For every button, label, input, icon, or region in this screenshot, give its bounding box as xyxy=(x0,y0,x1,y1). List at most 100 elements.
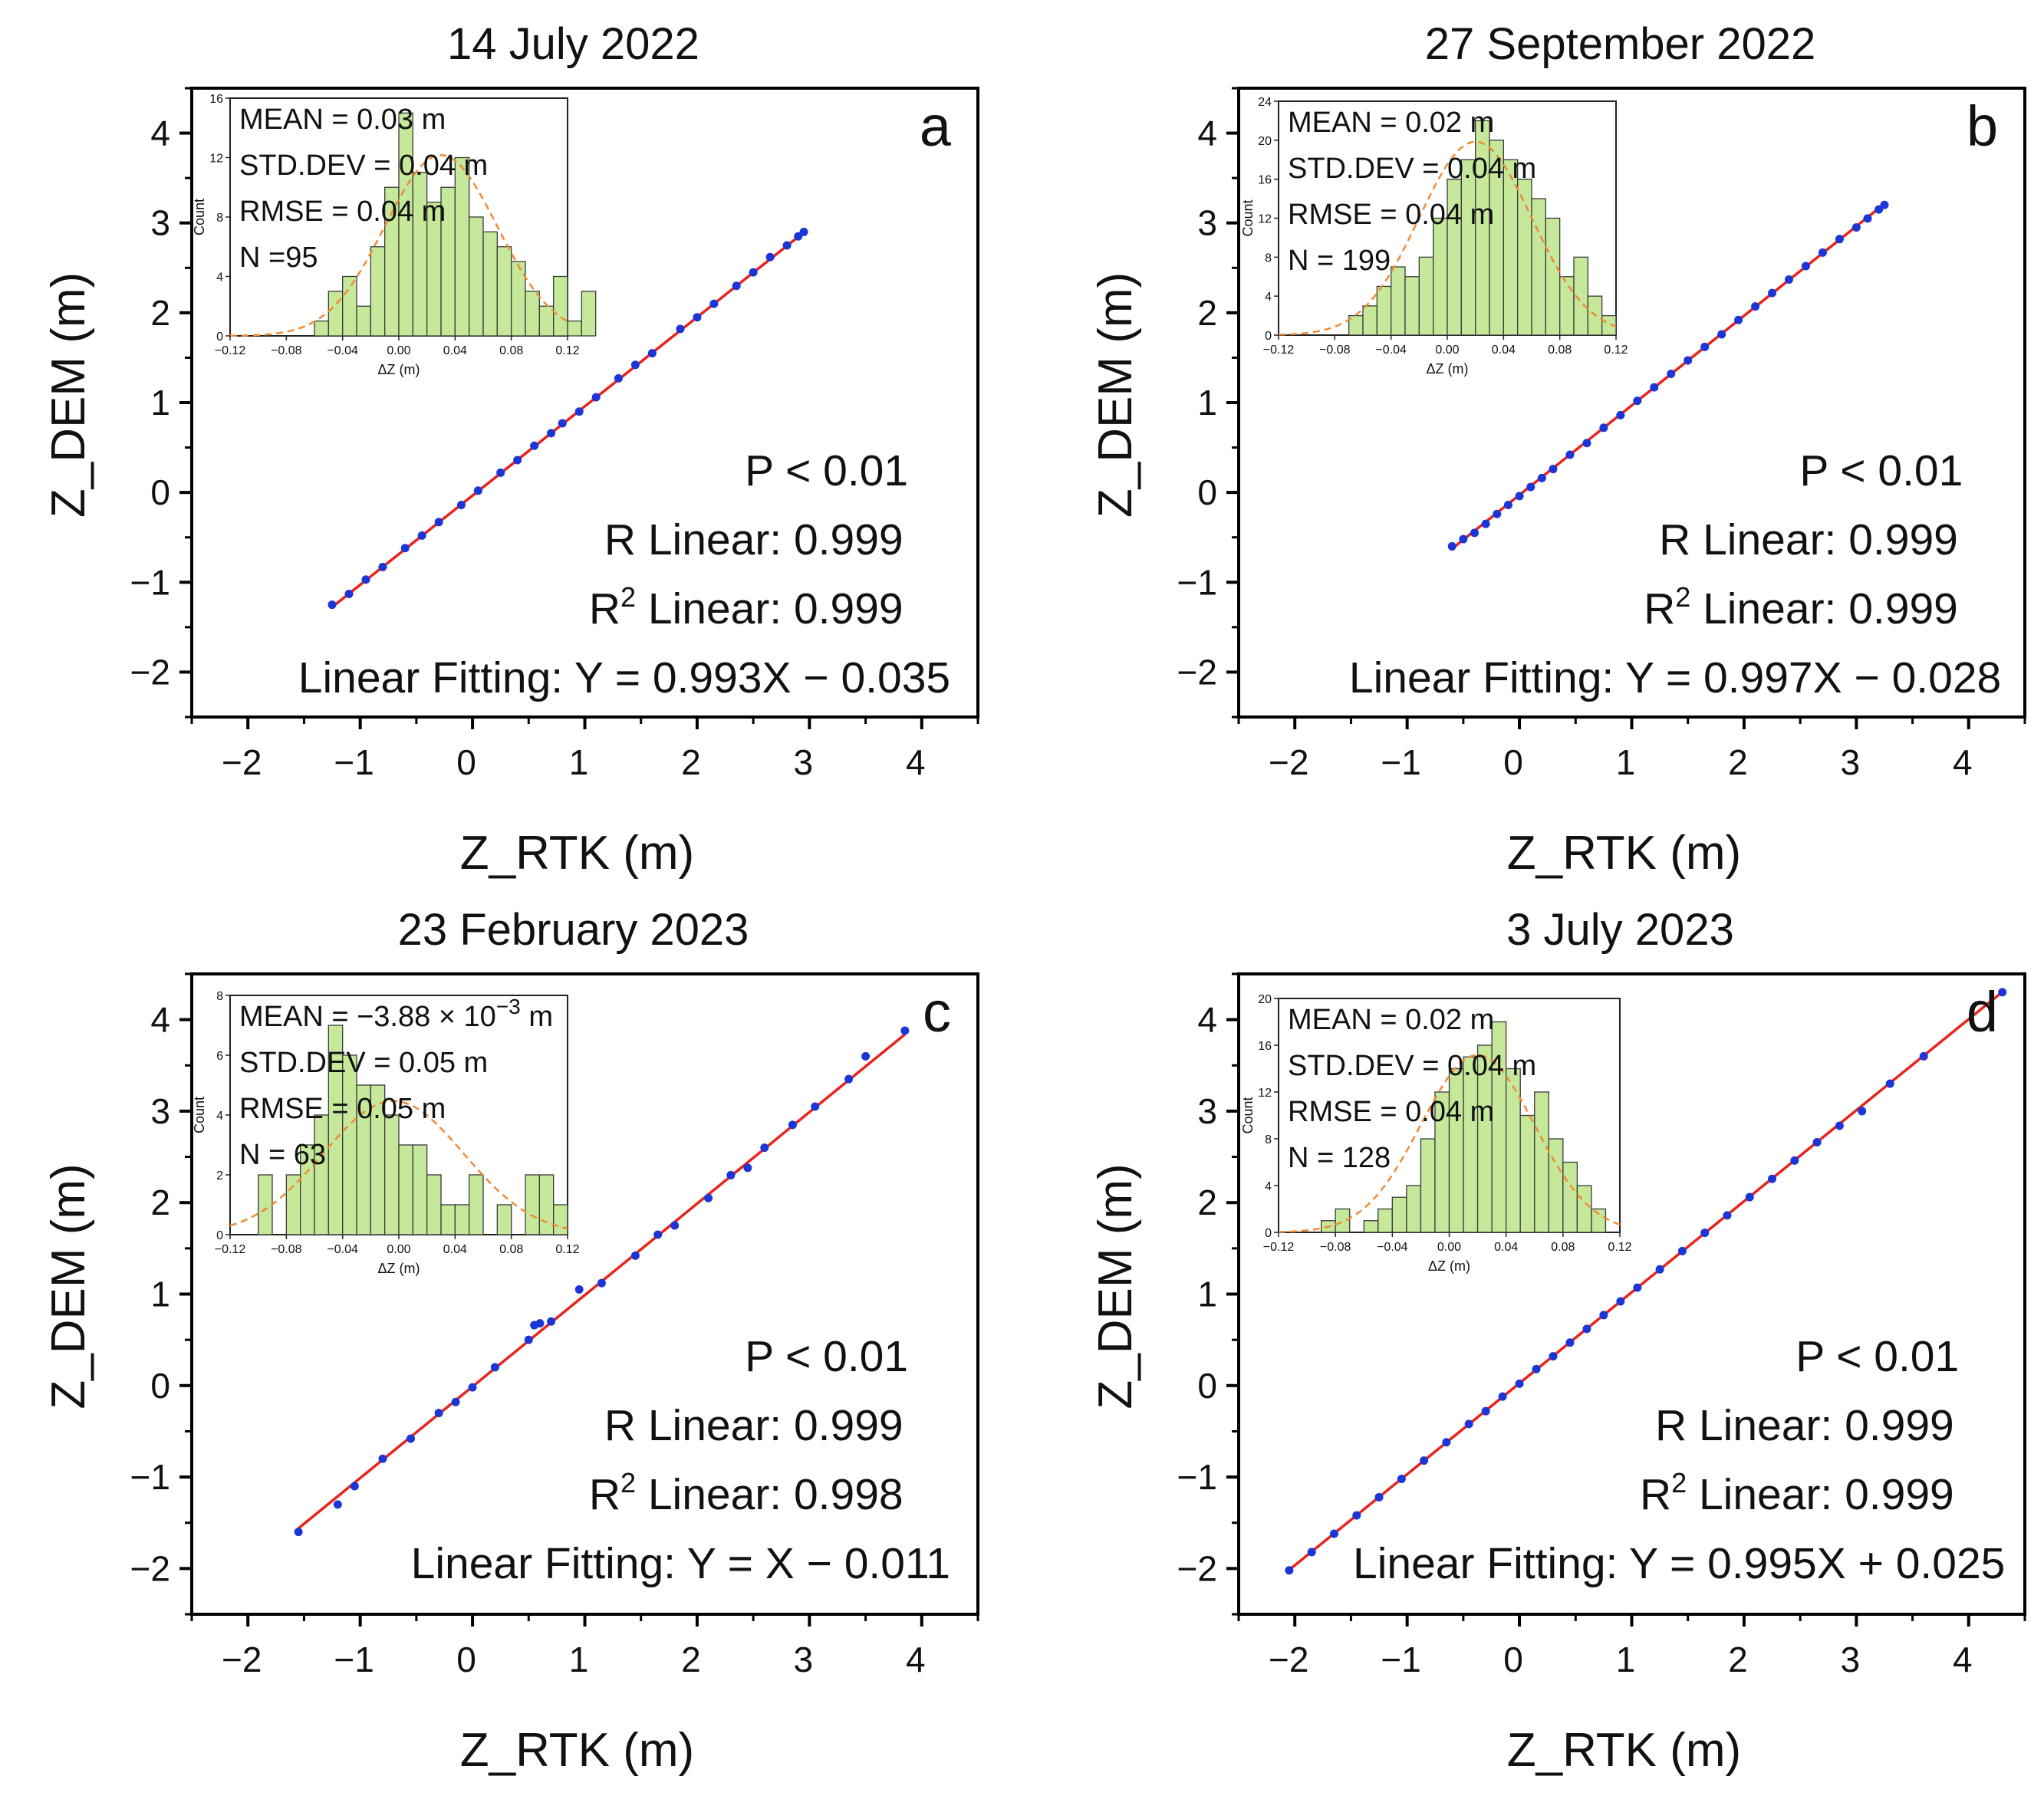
inset-stat-line: STD.DEV = 0.04 m xyxy=(1288,1050,1536,1082)
linear-fit-text: Linear Fitting: Y = 0.995X + 0.025 xyxy=(1353,1539,2005,1588)
data-point xyxy=(468,1383,477,1392)
data-point xyxy=(547,1317,556,1326)
panel-letter: a xyxy=(920,94,952,158)
x-tick-label: 2 xyxy=(1728,742,1748,782)
x-tick-label: 2 xyxy=(681,1640,701,1679)
data-point xyxy=(591,393,601,402)
x-tick-label: 2 xyxy=(681,742,701,782)
y-tick-label: −2 xyxy=(1177,652,1217,692)
inset-stat-line: MEAN = 0.02 m xyxy=(1288,1004,1494,1036)
data-point xyxy=(1537,473,1546,482)
y-tick-label: −2 xyxy=(130,1548,170,1588)
data-point xyxy=(1374,1492,1384,1502)
r2-linear-text: R2 Linear: 0.999 xyxy=(589,581,904,633)
inset-x-tick-label: −0.04 xyxy=(327,344,358,357)
data-point xyxy=(1481,1406,1490,1416)
data-point xyxy=(333,1500,342,1509)
histogram-bar xyxy=(482,231,498,337)
histogram-bar xyxy=(1362,305,1377,336)
y-tick-label: 2 xyxy=(150,1183,170,1222)
linear-fit-text: Linear Fitting: Y = 0.993X − 0.035 xyxy=(298,653,950,702)
histogram-bar xyxy=(454,1204,470,1235)
inset-stat-line: MEAN = 0.03 m xyxy=(239,104,446,136)
inset-x-tick-label: 0.04 xyxy=(1494,1241,1518,1254)
histogram-bar xyxy=(525,291,540,337)
data-point xyxy=(1633,1283,1642,1292)
data-point xyxy=(558,419,567,428)
histogram-bar xyxy=(496,1204,512,1235)
histogram-inset: −0.12 −0.08 −0.04 0.00 0.04 0.08 0.12 0 4 8 12 16 20… xyxy=(1240,993,1632,1274)
data-point xyxy=(1352,1511,1361,1520)
panel-letter: c xyxy=(923,980,951,1044)
r-linear-text: R Linear: 0.999 xyxy=(604,1401,904,1450)
inset-x-tick-label: 0.08 xyxy=(499,1243,523,1256)
data-point xyxy=(1616,410,1625,419)
y-axis-label: Z_DEM (m) xyxy=(1089,1163,1142,1409)
histogram-bar xyxy=(1548,1138,1564,1233)
data-point xyxy=(709,299,719,308)
histogram-bar xyxy=(454,156,470,337)
p-value-text: P < 0.01 xyxy=(745,446,908,495)
data-point xyxy=(456,501,466,510)
data-point xyxy=(1885,1079,1894,1088)
inset-stat-line: RMSE = 0.04 m xyxy=(1288,199,1494,231)
inset-y-tick-label: 4 xyxy=(216,271,223,285)
r2-superscript: 2 xyxy=(1671,1467,1687,1498)
data-point xyxy=(530,441,539,450)
inset-x-tick-label: 0.12 xyxy=(1608,1241,1631,1254)
inset-y-tick-label: 0 xyxy=(1265,330,1272,343)
chart-title: 23 February 2023 xyxy=(398,905,749,955)
inset-stat-line: STD.DEV = 0.04 m xyxy=(1288,153,1536,185)
r2-linear-text: R2 Linear: 0.999 xyxy=(1640,1467,1954,1519)
x-tick-label: 4 xyxy=(906,742,926,782)
x-tick-label: 1 xyxy=(1616,742,1636,782)
inset-stat-line: N = 63 xyxy=(239,1139,326,1171)
data-point xyxy=(524,1335,533,1344)
normal-fit-curve xyxy=(1278,140,1617,336)
inset-y-tick-label: 8 xyxy=(216,212,223,225)
data-point xyxy=(788,1120,797,1130)
data-point xyxy=(1498,1392,1507,1401)
x-tick-label: −1 xyxy=(334,742,374,782)
inset-x-tick-label: 0.00 xyxy=(1435,344,1459,357)
r2-linear-text: R2 Linear: 0.998 xyxy=(589,1467,904,1519)
data-point xyxy=(1565,1338,1575,1347)
histogram-bar xyxy=(553,275,568,337)
data-point xyxy=(513,456,522,465)
data-point xyxy=(361,575,370,584)
inset-stat-text: RMSE = 0.04 m xyxy=(1288,199,1494,231)
x-tick-label: −2 xyxy=(1269,742,1308,782)
inset-y-tick-label: 0 xyxy=(216,331,223,344)
data-point xyxy=(1582,1324,1591,1334)
histogram-bar xyxy=(384,1114,400,1235)
histogram-bar xyxy=(285,1174,301,1235)
inset-y-label: Count xyxy=(192,1097,207,1133)
data-point xyxy=(1655,1265,1664,1274)
data-point xyxy=(1790,1156,1799,1165)
data-point xyxy=(1700,342,1710,351)
inset-stat-text: RMSE = 0.05 m xyxy=(239,1093,446,1125)
panel-letter: d xyxy=(1967,980,1998,1044)
data-point xyxy=(406,1434,416,1443)
inset-stat-line: N = 128 xyxy=(1288,1142,1391,1174)
inset-stat-text: STD.DEV = 0.04 m xyxy=(1288,1050,1536,1082)
y-tick-label: 4 xyxy=(150,1000,170,1040)
data-point xyxy=(1768,288,1777,298)
y-axis-label: Z_DEM (m) xyxy=(42,1163,95,1409)
x-axis-label: Z_RTK (m) xyxy=(1507,1724,1741,1777)
fit-line xyxy=(1288,991,2003,1571)
histogram-bar xyxy=(581,291,597,337)
normal-fit-curve xyxy=(229,154,568,337)
histogram-bar xyxy=(511,261,526,337)
x-tick-label: 3 xyxy=(1841,742,1861,782)
r2-superscript: 2 xyxy=(620,1467,636,1498)
data-point xyxy=(704,1193,713,1202)
histogram-bar xyxy=(1404,276,1420,336)
histogram-bar xyxy=(1463,1056,1479,1233)
chart-title: 14 July 2022 xyxy=(447,19,699,69)
inset-x-tick-label: −0.12 xyxy=(215,1243,246,1256)
data-point xyxy=(1459,535,1468,544)
inset-stat-text: STD.DEV = 0.05 m xyxy=(239,1047,488,1079)
y-tick-label: 0 xyxy=(150,1366,170,1406)
